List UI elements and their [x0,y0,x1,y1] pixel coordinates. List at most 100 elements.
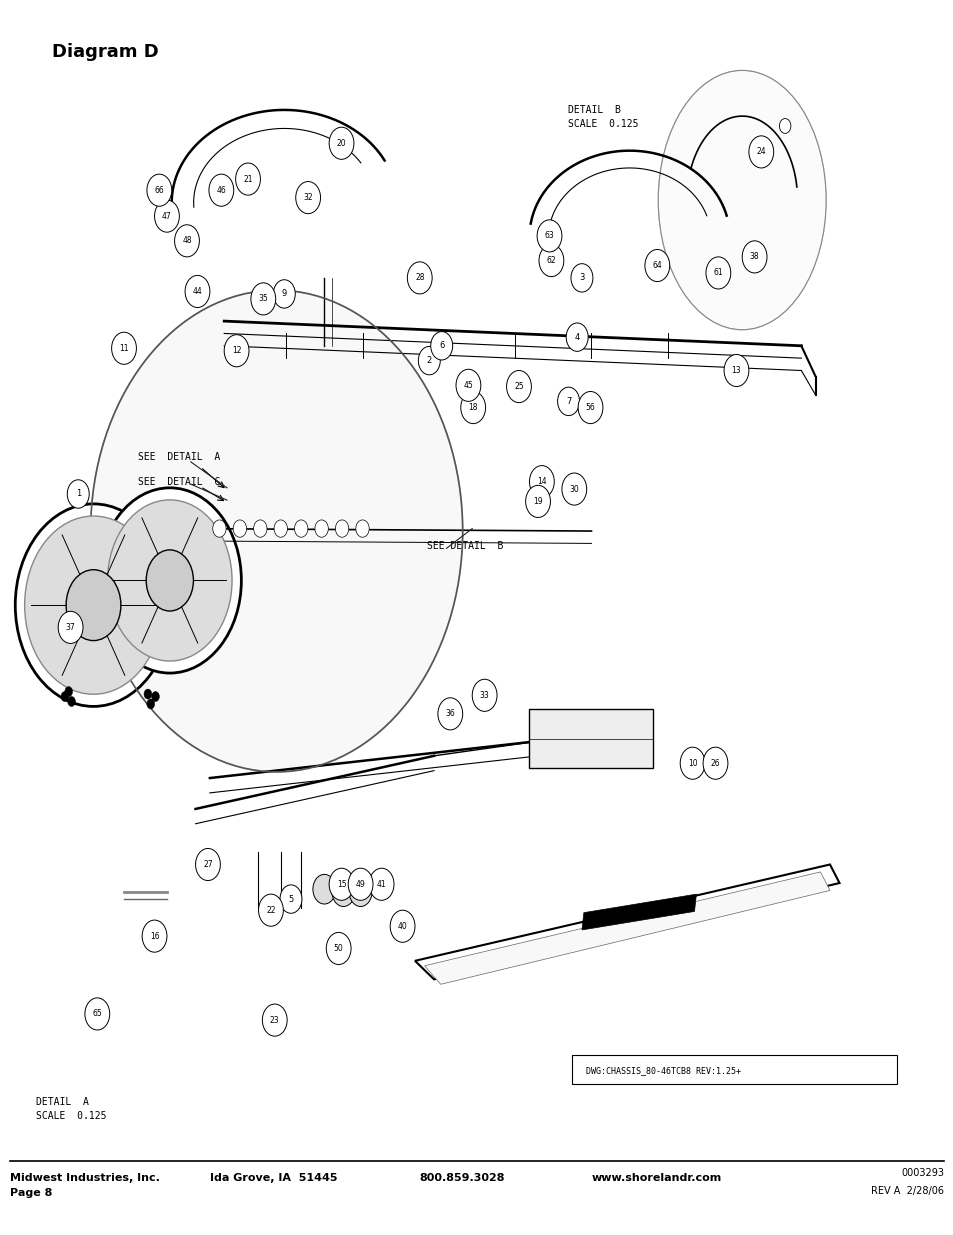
Circle shape [407,262,432,294]
Circle shape [329,868,354,900]
Text: 36: 36 [445,709,455,719]
Circle shape [538,245,563,277]
Circle shape [91,290,462,772]
Text: 9: 9 [281,289,287,299]
Circle shape [66,569,121,641]
Circle shape [61,692,69,701]
Text: 18: 18 [468,403,477,412]
Polygon shape [415,864,839,979]
Circle shape [472,679,497,711]
Circle shape [529,466,554,498]
Circle shape [561,473,586,505]
Text: DETAIL  A
SCALE  0.125: DETAIL A SCALE 0.125 [36,1097,107,1120]
Circle shape [369,868,394,900]
Circle shape [112,332,136,364]
Text: 38: 38 [749,252,759,262]
Text: 800.859.3028: 800.859.3028 [419,1173,505,1183]
Circle shape [58,611,83,643]
Text: 21: 21 [243,174,253,184]
Circle shape [195,848,220,881]
Circle shape [147,174,172,206]
Text: 49: 49 [355,879,365,889]
Text: 28: 28 [415,273,424,283]
Circle shape [506,370,531,403]
Circle shape [326,932,351,965]
Text: 20: 20 [336,138,346,148]
Circle shape [566,324,587,351]
Circle shape [224,335,249,367]
Circle shape [537,220,561,252]
Circle shape [25,516,162,694]
Text: Diagram D: Diagram D [52,43,159,62]
Text: 4: 4 [574,332,579,342]
Circle shape [314,520,328,537]
Text: 65: 65 [92,1009,102,1019]
Circle shape [570,264,592,293]
Text: 64: 64 [652,261,661,270]
Circle shape [294,520,308,537]
Text: 19: 19 [533,496,542,506]
Circle shape [748,136,773,168]
Text: 25: 25 [514,382,523,391]
Circle shape [108,500,232,661]
Text: 15: 15 [336,879,346,889]
Circle shape [437,698,462,730]
Circle shape [557,388,578,415]
Circle shape [15,504,172,706]
Circle shape [174,225,199,257]
Text: 47: 47 [162,211,172,221]
Text: 62: 62 [546,256,556,266]
Text: 10: 10 [687,758,697,768]
Circle shape [98,488,241,673]
Circle shape [723,354,748,387]
Text: www.shorelandr.com: www.shorelandr.com [591,1173,721,1183]
Circle shape [65,687,72,697]
Text: 61: 61 [713,268,722,278]
Circle shape [313,874,335,904]
Circle shape [679,747,704,779]
Text: DWG:CHASSIS_80-46TCB8 REV:1.25+: DWG:CHASSIS_80-46TCB8 REV:1.25+ [585,1066,740,1076]
Text: 32: 32 [303,193,313,203]
Text: 40: 40 [397,921,407,931]
Text: 45: 45 [463,380,473,390]
Circle shape [253,520,267,537]
Text: 13: 13 [731,366,740,375]
Circle shape [146,550,193,611]
Text: 6: 6 [438,341,444,351]
Text: 3: 3 [578,273,584,283]
Text: 37: 37 [66,622,75,632]
Text: 56: 56 [585,403,595,412]
Text: 33: 33 [479,690,489,700]
Text: DETAIL  B
SCALE  0.125: DETAIL B SCALE 0.125 [567,105,638,128]
Text: 12: 12 [232,346,241,356]
Text: 16: 16 [150,931,159,941]
Text: 30: 30 [569,484,578,494]
Circle shape [251,283,275,315]
Text: 66: 66 [154,185,164,195]
Text: 26: 26 [710,758,720,768]
Circle shape [185,275,210,308]
Text: REV A  2/28/06: REV A 2/28/06 [870,1186,943,1195]
Text: SEE  DETAIL  C: SEE DETAIL C [138,477,220,487]
Circle shape [329,127,354,159]
Circle shape [348,868,373,900]
Circle shape [335,520,349,537]
Circle shape [152,692,159,701]
Text: 50: 50 [334,944,343,953]
Bar [572,1055,896,1084]
Circle shape [741,241,766,273]
Bar [529,709,653,768]
Text: 1: 1 [75,489,81,499]
Text: 41: 41 [376,879,386,889]
Circle shape [390,910,415,942]
Circle shape [144,689,152,699]
Circle shape [273,280,295,308]
Polygon shape [581,894,696,930]
Circle shape [142,920,167,952]
Circle shape [295,182,320,214]
Circle shape [705,257,730,289]
Circle shape [68,697,75,706]
Text: Ida Grove, IA  51445: Ida Grove, IA 51445 [210,1173,337,1183]
Circle shape [456,369,480,401]
Circle shape [154,200,179,232]
